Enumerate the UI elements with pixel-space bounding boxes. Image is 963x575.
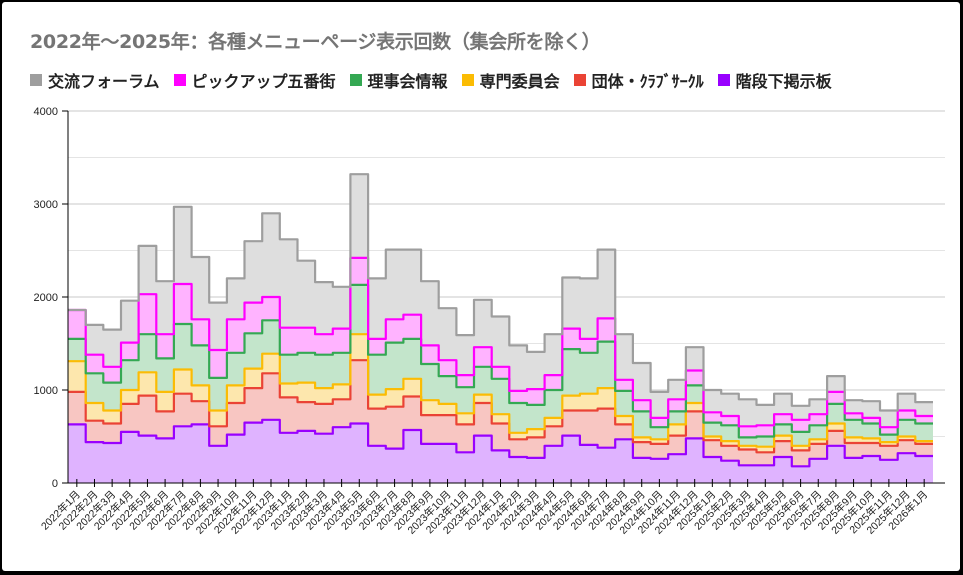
line-0 [68, 418, 933, 468]
y-tick-label: 4000 [34, 106, 58, 118]
legend-swatch [717, 74, 730, 86]
legend-item[interactable]: ピックアップ五番街 [173, 68, 336, 92]
legend-label: 団体・ｸﾗﾌﾞｻｰｸﾙ [591, 72, 704, 91]
area-2 [68, 334, 933, 453]
legend-item[interactable]: 専門委員会 [461, 68, 560, 92]
area-5 [68, 174, 933, 428]
legend-swatch [30, 74, 42, 86]
y-tick-label: 3000 [34, 199, 58, 211]
legend-item[interactable]: 交流フォーラム [30, 68, 160, 92]
area-3 [68, 284, 933, 447]
chart-title: 2022年～2025年：各種メニューページ表示回数（集会所を除く） [30, 31, 601, 53]
legend-item[interactable]: 階段下掲示板 [717, 68, 832, 92]
legend-item[interactable]: 理事会情報 [349, 68, 448, 92]
line-4 [68, 256, 933, 429]
legend-swatch [461, 74, 474, 86]
y-tick-label: 2000 [34, 292, 58, 304]
area-1 [68, 360, 933, 467]
legend-swatch [173, 74, 186, 86]
y-ticks: 0 1000 2000 3000 4000 [34, 106, 68, 490]
legend-label: ピックアップ五番街 [191, 72, 336, 91]
legend-item[interactable]: 団体・ｸﾗﾌﾞｻｰｸﾙ [573, 68, 704, 92]
legend-label: 階段下掲示板 [735, 72, 832, 91]
series-lines [68, 173, 933, 468]
line-5 [68, 173, 933, 412]
legend-swatch [349, 74, 362, 86]
line-1 [68, 359, 933, 454]
legend-label: 理事会情報 [367, 72, 448, 91]
legend-label: 専門委員会 [479, 72, 560, 91]
series-areas [68, 174, 933, 483]
chart-legend: 交流フォーラム ピックアップ五番街 理事会情報 専門委員会 団体・ｸﾗﾌﾞｻｰｸﾙ 階段下… [30, 68, 832, 92]
legend-swatch [573, 74, 586, 86]
y-tick-label: 1000 [34, 385, 58, 397]
line-3 [68, 283, 933, 439]
x-ticks: 2022年1月2022年2月2022年3月2022年4月2022年5月2022年… [38, 479, 930, 537]
y-tick-label: 0 [52, 478, 58, 490]
line-2 [68, 333, 933, 448]
legend-label: 交流フォーラム [48, 72, 160, 91]
